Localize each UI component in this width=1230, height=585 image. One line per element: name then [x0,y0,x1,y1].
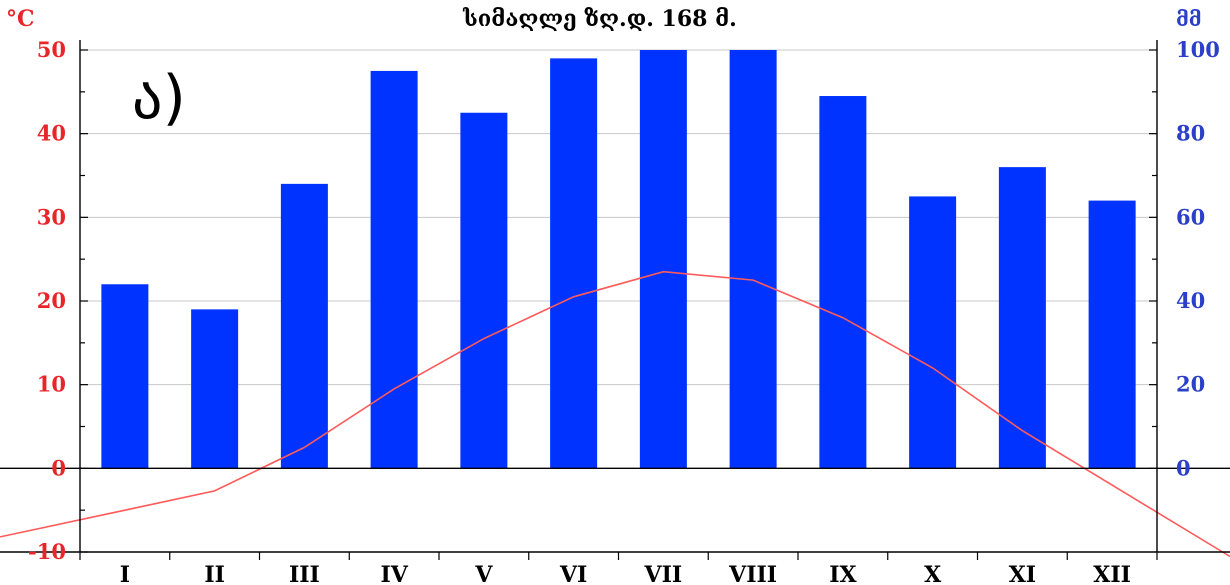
right-tick-label: 20 [1176,372,1205,397]
right-tick-label: 40 [1176,288,1205,313]
month-label-iv: IV [380,562,408,585]
right-tick-label: 0 [1176,455,1191,480]
month-label-ix: IX [829,562,857,585]
bar-iv [370,70,418,469]
left-tick-label: 10 [37,372,66,397]
bar-ii [191,309,239,469]
precipitation-bars [101,50,1136,469]
left-tick-label: 40 [37,121,66,146]
bar-vi [550,58,598,469]
month-label-xi: XI [1009,562,1036,585]
temperature-line [0,270,1230,558]
bar-x [909,196,957,469]
bar-viii [729,50,777,469]
month-label-viii: VIII [728,562,777,585]
month-label-v: V [474,562,493,585]
axes [0,40,1230,553]
month-label-iii: III [289,562,320,585]
right-tick-label: 60 [1176,204,1205,229]
right-axis-ticks: 0 20 40 60 80 100 [1149,37,1220,480]
right-tick-label: 80 [1176,121,1205,146]
bar-v [460,112,508,469]
left-tick-label: 50 [37,37,66,62]
right-tick-label: 100 [1176,37,1220,62]
bar-xi [998,167,1046,469]
month-label-i: I [120,562,130,585]
month-label-vi: VI [559,562,587,585]
left-tick-label: 20 [37,288,66,313]
left-tick-label: 30 [37,204,66,229]
temperature-polyline [0,270,1230,558]
month-labels: I II III IV V VI VII VIII IX X XI XII [79,552,1158,585]
grid-lines [80,49,1157,553]
month-label-ii: II [204,562,225,585]
right-axis-unit: მმ [1176,7,1202,31]
bar-iii [280,183,328,469]
bar-ix [819,96,867,469]
bar-vii [639,50,687,469]
left-tick-label: -10 [28,539,66,564]
bar-xii [1088,200,1136,469]
month-label-xii: XII [1093,562,1131,585]
month-label-x: X [924,562,942,585]
left-axis-ticks: -10 0 10 20 30 40 50 [28,37,88,564]
bar-i [101,284,149,469]
panel-label: ა) [132,63,186,133]
left-tick-label: 0 [51,455,66,480]
left-axis-unit: °C [6,6,35,32]
month-label-vii: VII [644,562,683,585]
chart-title: სიმაღლე ზღ.დ. 168 მ. [462,6,737,32]
